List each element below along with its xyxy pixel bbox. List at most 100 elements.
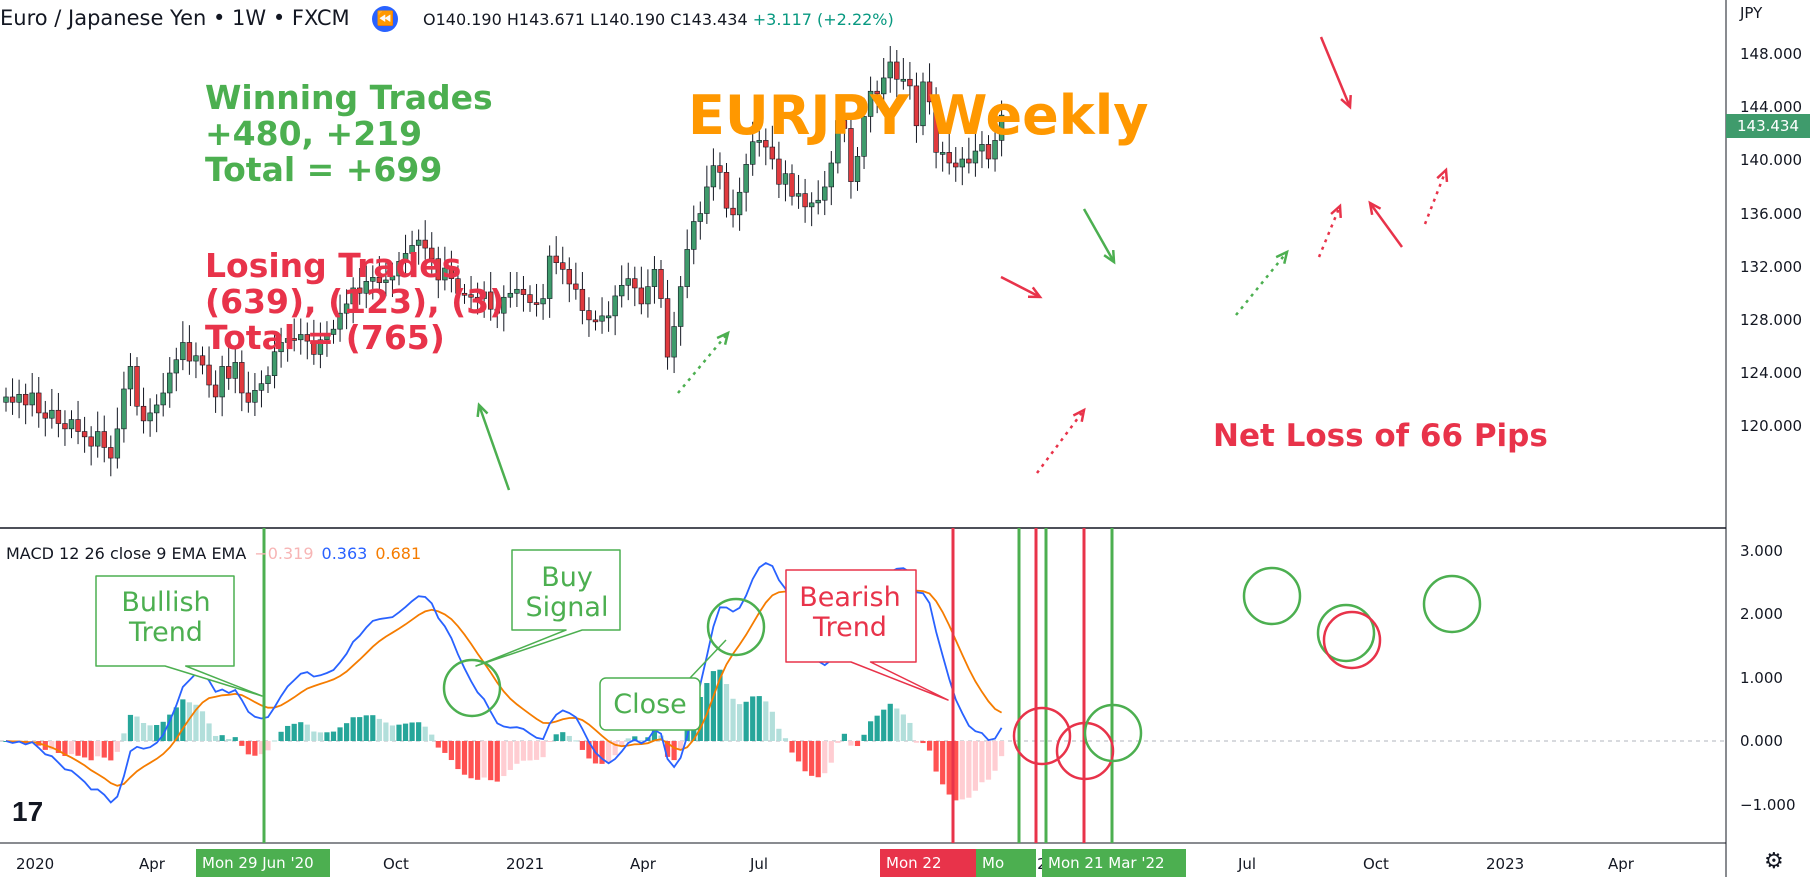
macd-bar bbox=[619, 741, 625, 747]
candle-body bbox=[632, 278, 638, 289]
solid-arrow bbox=[476, 402, 511, 491]
candle-body bbox=[324, 334, 330, 341]
candle bbox=[180, 321, 186, 371]
rewind-icon[interactable]: ⏪ bbox=[372, 6, 399, 32]
macd-bar bbox=[710, 671, 716, 741]
macd-bar bbox=[795, 741, 802, 762]
dotted-arrow bbox=[1035, 407, 1086, 474]
candle-body bbox=[553, 255, 559, 263]
settings-gear-icon[interactable]: ⚙ bbox=[1764, 848, 1784, 873]
macd-bar bbox=[291, 723, 297, 741]
macd-bar bbox=[488, 741, 494, 781]
macd-bar bbox=[992, 741, 998, 771]
macd-bar bbox=[638, 740, 644, 742]
ohlc-values: O140.190 H143.671 L140.190 C143.434 +3.1… bbox=[423, 10, 894, 29]
candle bbox=[605, 301, 612, 332]
candle-body bbox=[101, 431, 107, 448]
macd-bar bbox=[232, 737, 238, 741]
candle bbox=[979, 131, 985, 169]
arrow-shaft bbox=[477, 404, 511, 491]
candle-body bbox=[972, 150, 979, 164]
arrow-shaft bbox=[1423, 169, 1448, 225]
candle bbox=[664, 279, 671, 370]
candle bbox=[848, 115, 854, 199]
macd-bar bbox=[121, 733, 127, 741]
candle bbox=[599, 297, 605, 334]
macd-bar bbox=[553, 734, 559, 741]
macd-bar bbox=[651, 730, 658, 741]
candle-body bbox=[304, 334, 310, 342]
callout-bullish: Bullish Trend bbox=[121, 587, 211, 648]
macd-bar bbox=[324, 732, 330, 741]
candle bbox=[134, 357, 140, 416]
candle bbox=[239, 350, 245, 412]
macd-bar bbox=[717, 669, 723, 741]
candle bbox=[258, 370, 265, 408]
macd-bar bbox=[743, 701, 749, 741]
candle-body bbox=[199, 355, 206, 366]
macd-bar bbox=[625, 738, 631, 741]
candle bbox=[29, 373, 35, 417]
macd-bar bbox=[763, 701, 769, 741]
macd-bar bbox=[396, 724, 402, 741]
time-tick: Apr bbox=[139, 855, 165, 873]
time-tick: Jul bbox=[750, 855, 769, 873]
macd-bar bbox=[894, 708, 900, 741]
candle bbox=[55, 392, 62, 438]
macd-bar bbox=[750, 696, 756, 741]
arrow-shaft bbox=[1035, 409, 1086, 474]
candle bbox=[894, 50, 900, 98]
macd-bar bbox=[167, 714, 173, 741]
macd-bar bbox=[920, 741, 926, 744]
candle-body bbox=[396, 261, 402, 277]
candle-body bbox=[356, 287, 363, 294]
price-tick: 128.000 bbox=[1740, 310, 1803, 329]
candle-body bbox=[389, 275, 396, 281]
macd-bar bbox=[62, 741, 68, 756]
candle-body bbox=[265, 375, 271, 384]
macd-bar bbox=[533, 741, 540, 760]
candle-body bbox=[769, 146, 776, 160]
candle bbox=[330, 319, 337, 344]
candle-body bbox=[828, 162, 835, 188]
candle-body bbox=[867, 90, 874, 117]
macd-bar bbox=[848, 741, 854, 746]
macd-tick: 3.000 bbox=[1740, 541, 1783, 560]
candle bbox=[474, 282, 481, 315]
candle-body bbox=[376, 277, 383, 283]
signal-markers bbox=[262, 528, 1114, 843]
candle bbox=[808, 192, 815, 227]
candle bbox=[684, 229, 690, 299]
candle bbox=[514, 272, 520, 308]
candle bbox=[16, 379, 22, 419]
callout-buy-box bbox=[475, 549, 621, 667]
macd-tick: −1.000 bbox=[1740, 795, 1796, 814]
candle bbox=[789, 164, 795, 206]
macd-bar bbox=[907, 722, 913, 741]
candle-body bbox=[854, 156, 861, 182]
candle bbox=[442, 246, 448, 291]
macd-bar bbox=[632, 736, 638, 741]
tradingview-logo: 17 bbox=[12, 796, 44, 827]
candle-body bbox=[258, 383, 265, 391]
candle-body bbox=[173, 359, 179, 374]
candle-body bbox=[22, 393, 29, 406]
candle-body bbox=[29, 392, 35, 406]
macd-bar bbox=[88, 741, 94, 761]
macd-bar bbox=[68, 741, 75, 755]
macd-bar bbox=[573, 740, 579, 742]
candle-body bbox=[691, 221, 697, 250]
candle-body bbox=[874, 90, 880, 95]
arrow-shaft bbox=[677, 332, 729, 394]
candle bbox=[22, 383, 29, 425]
candle bbox=[68, 410, 75, 439]
candle bbox=[769, 125, 776, 170]
price-tick: 136.000 bbox=[1740, 204, 1803, 223]
candle-body bbox=[756, 140, 762, 143]
candle-body bbox=[638, 287, 645, 305]
macd-bar bbox=[789, 741, 795, 753]
candle-body bbox=[212, 384, 219, 398]
candle-body bbox=[704, 186, 710, 214]
candle-body bbox=[36, 392, 42, 414]
macd-bar bbox=[409, 722, 415, 741]
